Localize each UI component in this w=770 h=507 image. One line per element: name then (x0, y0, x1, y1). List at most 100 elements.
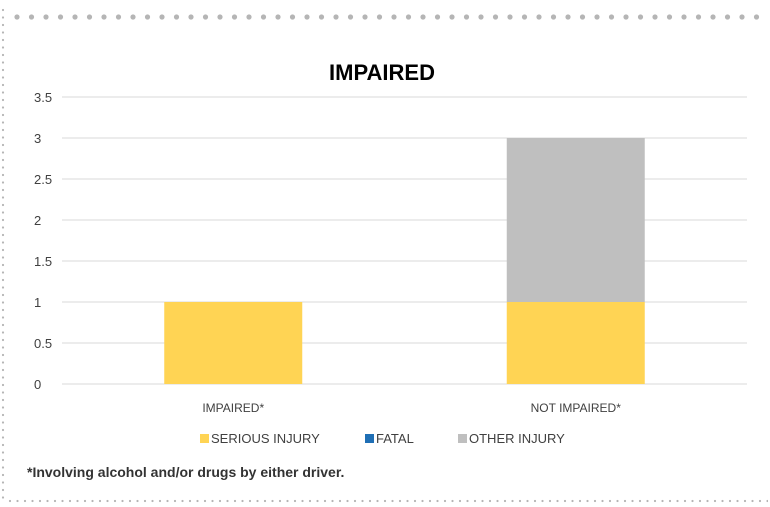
frame-dot (316, 499, 319, 503)
frame-dot (556, 499, 559, 503)
frame-dot (758, 499, 762, 503)
frame-dot (346, 499, 349, 503)
frame-dot (331, 499, 334, 503)
y-tick-label: 3 (34, 131, 41, 146)
frame-dot (1, 413, 5, 417)
frame-dot (1, 143, 5, 147)
frame-dot (666, 14, 673, 20)
frame-dot (61, 499, 64, 503)
frame-dot (1, 188, 5, 192)
frame-dot (361, 499, 364, 503)
frame-dot (151, 499, 154, 503)
frame-dot (526, 499, 529, 503)
frame-dot (1, 481, 5, 484)
frame-dot (507, 14, 513, 20)
frame-dot (668, 499, 672, 503)
frame-dot (72, 14, 78, 20)
frame-dot (1, 76, 5, 79)
frame-dot (616, 499, 619, 503)
frame-dot (1, 308, 5, 312)
frame-dot (159, 14, 165, 20)
frame-dot (743, 499, 747, 503)
frame-dot (1, 293, 5, 297)
frame-dot (443, 499, 447, 503)
frame-dot (1, 91, 5, 94)
frame-dot (1, 398, 5, 402)
frame-dot (1, 383, 5, 387)
frame-dot (362, 14, 368, 20)
frame-dot (233, 499, 237, 503)
frame-dot (1, 38, 5, 42)
frame-dot (166, 499, 169, 503)
frame-dot (1, 113, 5, 117)
frame-dot (724, 14, 731, 20)
frame-dot (121, 499, 124, 503)
frame-dot (1, 421, 5, 424)
frame-dot (676, 499, 679, 503)
y-tick-label: 1.5 (34, 254, 52, 269)
frame-dot (1, 128, 5, 132)
frame-dot (434, 14, 441, 20)
frame-dot (83, 499, 87, 503)
frame-dot (1, 166, 5, 169)
frame-dot (98, 499, 102, 503)
frame-dot (713, 499, 717, 503)
frame-dot (1, 136, 5, 139)
frame-dot (347, 14, 354, 20)
frame-dot (637, 14, 644, 20)
frame-dot (1, 376, 5, 379)
frame-dot (68, 499, 72, 503)
legend-swatch (365, 434, 374, 443)
x-axis-tick-labels: IMPAIRED* NOT IMPAIRED* (202, 401, 621, 415)
frame-dot (413, 499, 417, 503)
frame-dot (695, 14, 702, 20)
frame-dot (728, 499, 732, 503)
bar-serious-injury (506, 302, 645, 384)
frame-dot (1, 331, 5, 334)
frame-dot (1, 23, 5, 27)
frame-dot (28, 14, 35, 20)
frame-dot (594, 14, 600, 20)
frame-dot (736, 499, 739, 503)
frame-dot (488, 499, 492, 503)
frame-dot (631, 499, 634, 503)
frame-dot (86, 14, 93, 20)
frame-dot (1, 46, 5, 49)
frame-dot (1, 233, 5, 237)
y-tick-label: 3.5 (34, 90, 52, 105)
frame-dot (1, 203, 5, 207)
frame-dot (751, 499, 754, 503)
frame-dot (271, 499, 274, 503)
frame-dot (241, 499, 244, 503)
frame-dot (420, 14, 426, 20)
frame-dot (586, 499, 589, 503)
legend-swatch (200, 434, 209, 443)
frame-dot (38, 499, 42, 503)
frame-dot (1, 218, 5, 222)
frame-dot (278, 499, 282, 503)
frame-dot (1, 316, 5, 319)
frame-dot (503, 499, 507, 503)
frame-dot (106, 499, 109, 503)
frame-dot (478, 14, 484, 20)
frame-dot (638, 499, 642, 503)
frame-dot (391, 499, 394, 503)
frame-dot (16, 499, 19, 503)
frame-dot (263, 499, 267, 503)
frame-dot (218, 499, 222, 503)
frame-dot (1, 106, 5, 109)
frame-left-dotted-border (1, 8, 5, 499)
frame-dot (428, 499, 432, 503)
frame-dot (1, 8, 5, 12)
frame-dot (1, 61, 5, 64)
frame-dot (211, 499, 214, 503)
y-tick-label: 1 (34, 295, 41, 310)
frame-dot (1, 488, 5, 492)
frame-dot (91, 499, 94, 503)
frame-dot (1, 151, 5, 154)
frame-dot (683, 499, 687, 503)
frame-dot (1, 451, 5, 454)
frame-dot (1, 436, 5, 439)
frame-dot (53, 499, 57, 503)
frame-dot (458, 499, 462, 503)
